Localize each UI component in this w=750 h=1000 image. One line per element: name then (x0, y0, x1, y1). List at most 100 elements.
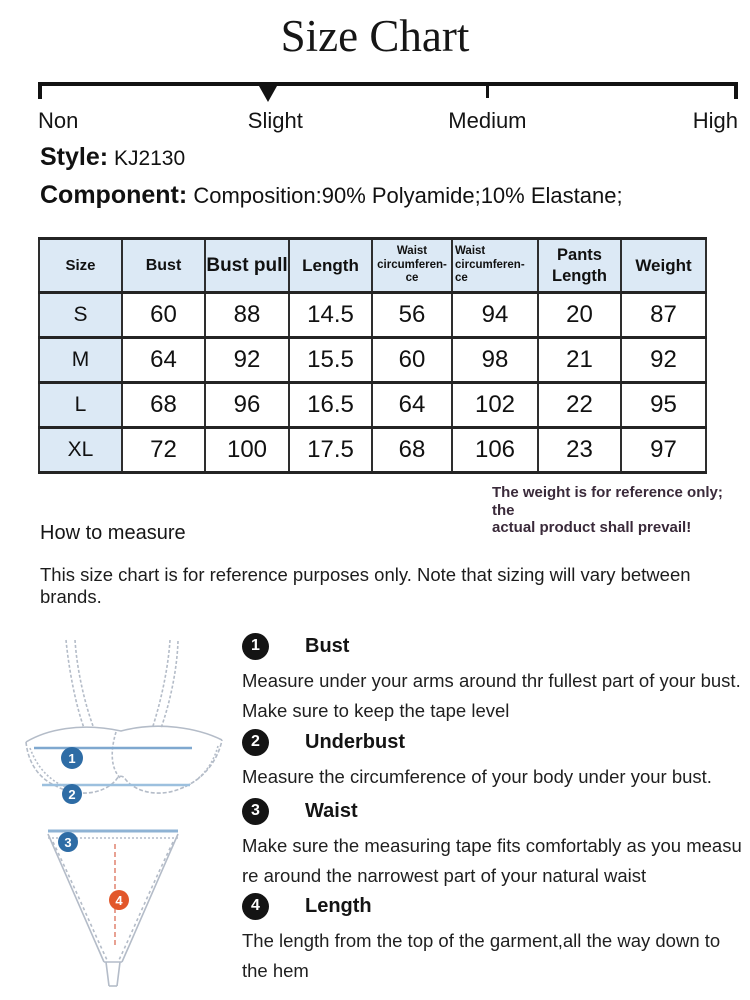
size-cell: M (38, 336, 123, 384)
panty-marker-3: 3 (58, 832, 78, 852)
scale-tick-right (734, 82, 738, 99)
how-to-measure-heading: How to measure (40, 522, 186, 544)
scale-pointer-triangle-icon (259, 86, 277, 102)
scale-labels: Non Slight Medium High (38, 108, 738, 138)
table-row-m: M 64 92 15.5 60 98 21 92 (38, 336, 707, 384)
bra-marker-2: 2 (62, 784, 82, 804)
table-cell: 106 (451, 426, 539, 474)
table-cell: 94 (451, 291, 539, 339)
item-head: 4 Length (242, 892, 747, 920)
item-desc-line: Measure the circumference of your body u… (242, 766, 712, 787)
table-cell: 68 (371, 426, 453, 474)
item-title: Bust (305, 634, 350, 657)
svg-text:4: 4 (115, 893, 123, 908)
size-chart-disclaimer: This size chart is for reference purpose… (40, 564, 691, 607)
item-head: 1 Bust (242, 632, 747, 660)
size-cell: XL (38, 426, 123, 474)
table-header-row: Size Bust Bust pull Length Waist circumf… (38, 237, 707, 294)
table-cell: 100 (204, 426, 290, 474)
item-number-badge: 3 (242, 797, 269, 825)
table-cell: 56 (371, 291, 453, 339)
style-line: Style: KJ2130 (40, 143, 185, 172)
panty-diagram: 3 4 (47, 829, 179, 987)
weight-note: The weight is for reference only; the ac… (492, 484, 723, 536)
header-weight: Weight (620, 237, 707, 294)
item-desc-line: re around the narrowest part of your nat… (242, 865, 647, 886)
header-size: Size (38, 237, 123, 294)
size-cell: S (38, 291, 123, 339)
scale-label-medium: Medium (448, 108, 527, 133)
scale-bar (38, 82, 738, 86)
header-waist-circumference-2: Waist circumferen- ce (451, 237, 539, 294)
table-cell: 22 (537, 381, 622, 429)
page-title: Size Chart (280, 11, 470, 61)
table-cell: 20 (537, 291, 622, 339)
table-cell: 15.5 (288, 336, 373, 384)
svg-text:1: 1 (68, 751, 75, 766)
item-desc-line: Make sure the measuring tape fits comfor… (242, 835, 742, 856)
svg-text:3: 3 (64, 835, 71, 850)
style-value: KJ2130 (113, 147, 186, 170)
scale-label-non: Non (38, 108, 79, 133)
style-label: Style: (40, 143, 109, 171)
item-title: Underbust (305, 730, 405, 753)
bra-marker-1: 1 (61, 747, 83, 769)
item-head: 3 Waist (242, 797, 747, 825)
scale-label-slight: Slight (247, 108, 303, 133)
header-bust: Bust (121, 237, 206, 294)
table-cell: 87 (620, 291, 707, 339)
size-table: Size Bust Bust pull Length Waist circumf… (38, 237, 707, 474)
header-pants-length: Pants Length (537, 237, 622, 294)
measure-item-waist: 3 Waist Make sure the measuring tape fit… (242, 797, 747, 891)
table-cell: 64 (121, 336, 206, 384)
table-cell: 17.5 (288, 426, 373, 474)
table-cell: 72 (121, 426, 206, 474)
table-cell: 14.5 (288, 291, 373, 339)
measure-item-bust: 1 Bust Measure under your arms around th… (242, 632, 747, 726)
table-cell: 98 (451, 336, 539, 384)
item-title: Length (305, 894, 372, 917)
table-cell: 60 (371, 336, 453, 384)
header-length: Length (288, 237, 373, 294)
table-cell: 92 (620, 336, 707, 384)
item-desc-line: The length from the top of the garment,a… (242, 930, 721, 951)
measure-item-underbust: 2 Underbust Measure the circumference of… (242, 728, 747, 792)
table-row-l: L 68 96 16.5 64 102 22 95 (38, 381, 707, 429)
intensity-scale: Non Slight Medium High (38, 82, 738, 142)
item-desc-line: Make sure to keep the tape level (242, 700, 510, 721)
scale-tick-medium (486, 86, 489, 98)
table-cell: 102 (451, 381, 539, 429)
table-cell: 23 (537, 426, 622, 474)
table-row-xl: XL 72 100 17.5 68 106 23 97 (38, 426, 707, 474)
table-cell: 95 (620, 381, 707, 429)
scale-tick-left (38, 82, 42, 99)
table-cell: 21 (537, 336, 622, 384)
item-number-badge: 4 (242, 892, 269, 920)
header-waist-circumference-1: Waist circumferen- ce (371, 237, 453, 294)
table-cell: 88 (204, 291, 290, 339)
table-cell: 68 (121, 381, 206, 429)
item-desc-line: Measure under your arms around thr fulle… (242, 670, 741, 691)
table-cell: 64 (371, 381, 453, 429)
component-label: Component: (40, 181, 188, 209)
measure-item-length: 4 Length The length from the top of the … (242, 892, 747, 986)
item-head: 2 Underbust (242, 728, 747, 756)
size-cell: L (38, 381, 123, 429)
svg-text:2: 2 (68, 787, 75, 802)
table-cell: 97 (620, 426, 707, 474)
panty-marker-4: 4 (109, 890, 129, 910)
item-number-badge: 1 (242, 632, 269, 660)
table-cell: 96 (204, 381, 290, 429)
item-number-badge: 2 (242, 728, 269, 756)
component-line: Component: Composition:90% Polyamide;10%… (40, 181, 623, 210)
table-row-s: S 60 88 14.5 56 94 20 87 (38, 291, 707, 339)
scale-label-high: High (692, 108, 738, 133)
component-value: Composition:90% Polyamide;10% Elastane; (193, 183, 623, 208)
table-cell: 16.5 (288, 381, 373, 429)
item-title: Waist (305, 799, 358, 822)
bra-diagram: 1 2 (25, 639, 223, 804)
item-desc-line: the hem (242, 960, 309, 981)
header-bust-pull: Bust pull (204, 237, 290, 294)
table-cell: 92 (204, 336, 290, 384)
